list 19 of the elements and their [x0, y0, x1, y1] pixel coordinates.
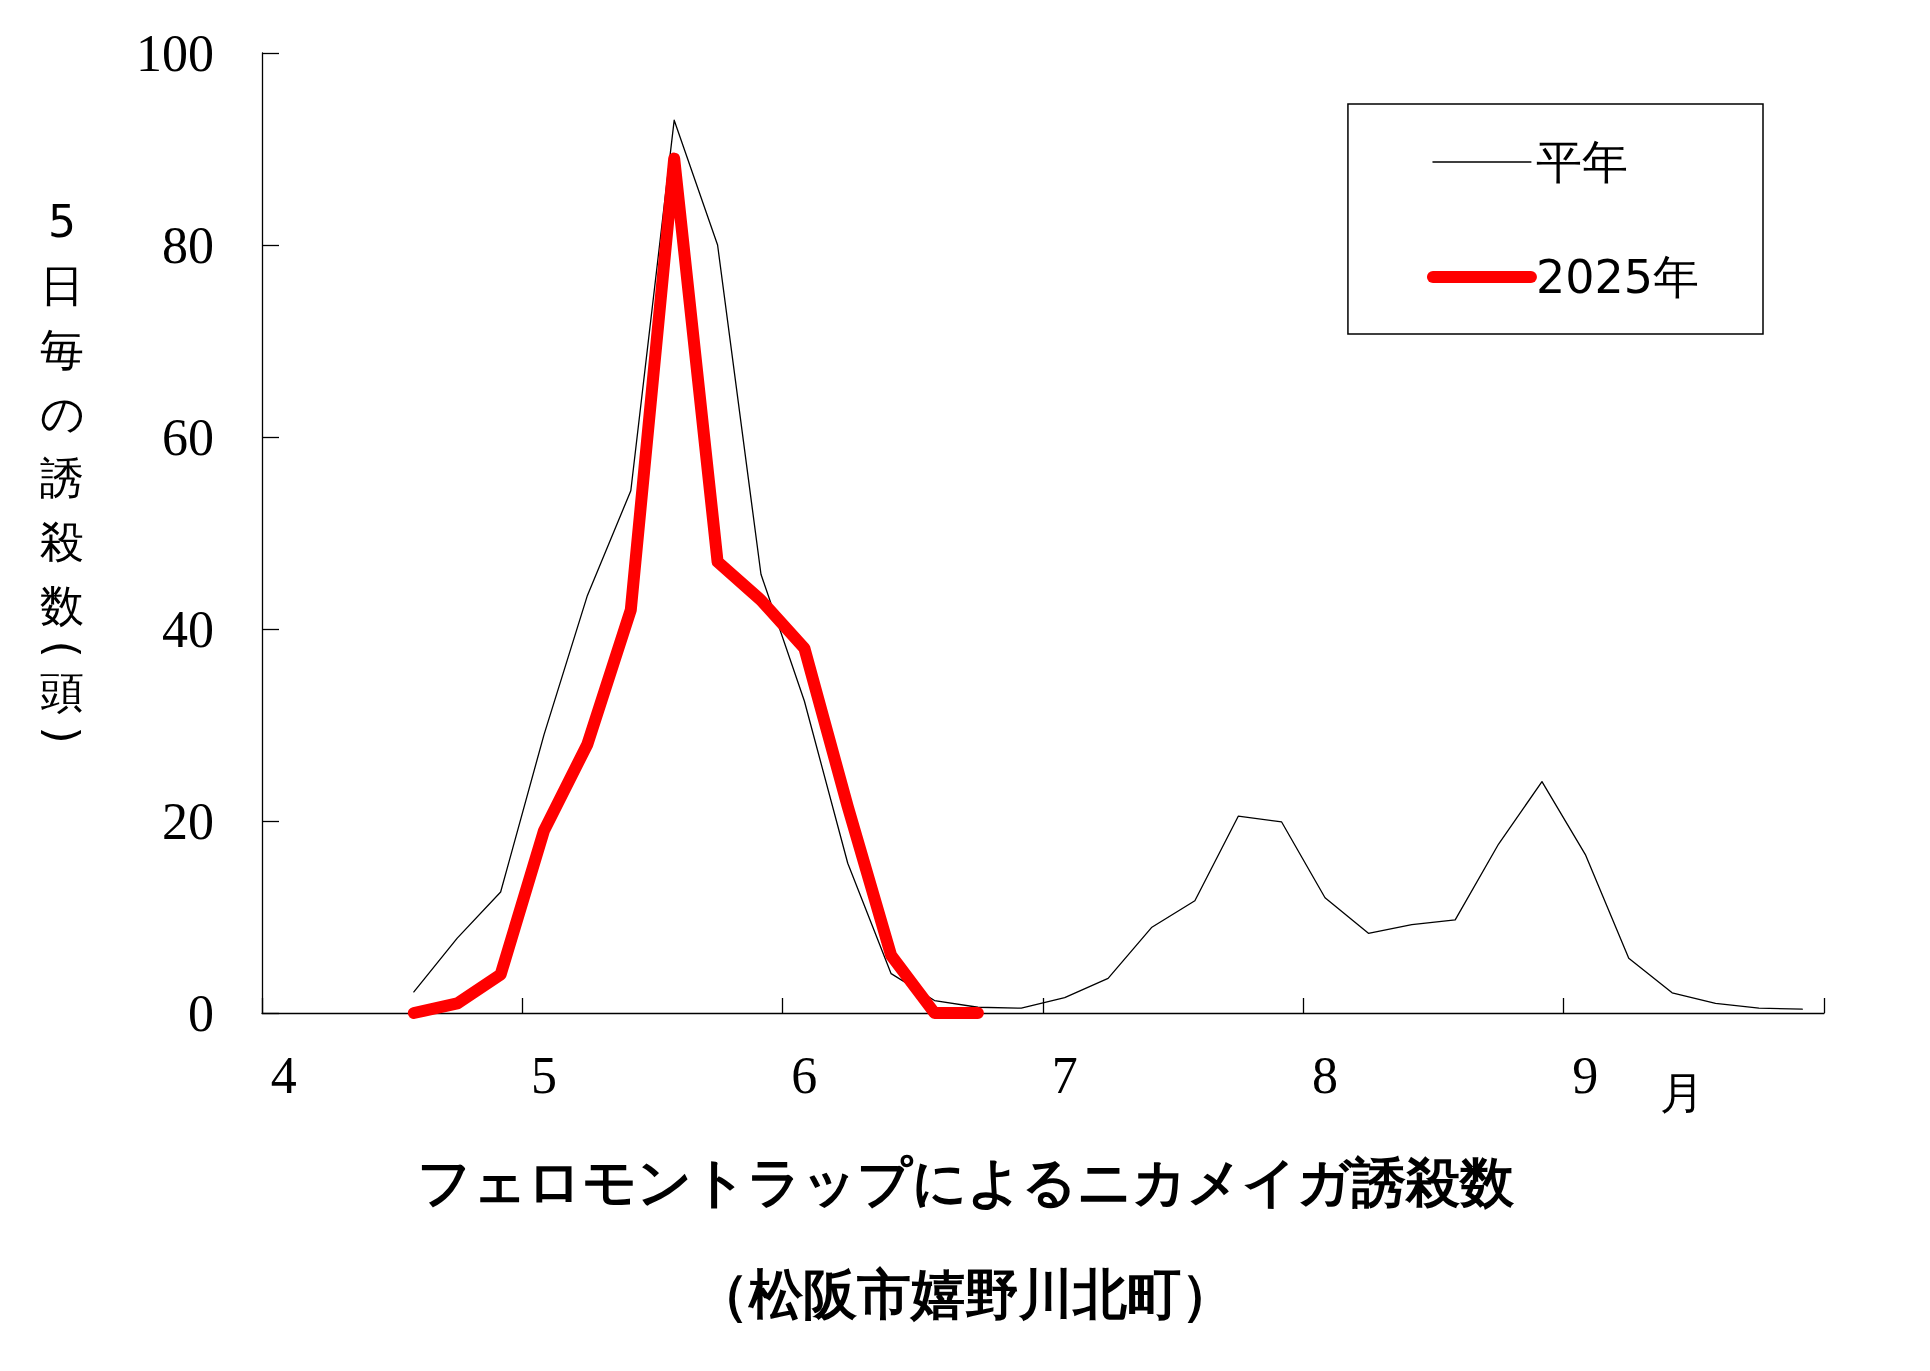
text: （松阪市嬉野川北町） — [695, 1262, 1235, 1326]
y-tick-label: 100 — [136, 24, 214, 82]
x-tick-label: 5 — [531, 1046, 558, 1104]
legend-label: 2025年 — [1535, 250, 1700, 304]
x-tick-label: 7 — [1051, 1046, 1078, 1104]
x-axis-title: 月 — [1660, 1066, 1704, 1118]
legend-label: 平年 — [1535, 135, 1628, 189]
x-tick-label: 9 — [1572, 1046, 1599, 1104]
y-tick-label: 0 — [188, 984, 214, 1042]
text: フェロモントラップによるニカメイガ誘殺数 — [416, 1150, 1515, 1214]
y-tick-label: 80 — [162, 216, 214, 274]
x-tick-label: 4 — [270, 1046, 297, 1104]
x-tick-label: 8 — [1312, 1046, 1339, 1104]
y-tick-label: 20 — [162, 792, 214, 850]
x-tick-label: 6 — [791, 1046, 818, 1104]
text: 5日毎の誘殺数(頭) — [37, 196, 88, 744]
line-series — [413, 119, 1803, 1010]
y-tick-label: 60 — [162, 408, 214, 466]
y-tick-label: 40 — [162, 600, 214, 658]
